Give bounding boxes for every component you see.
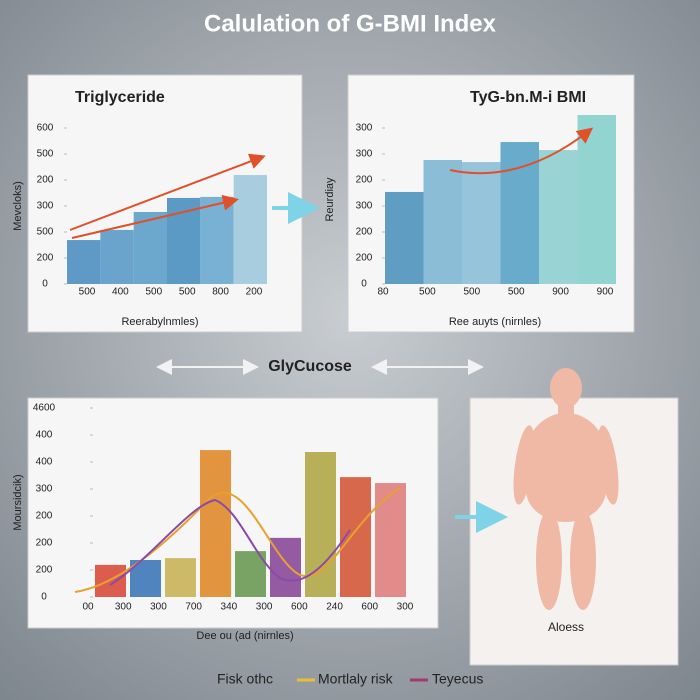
y-tick-label: 400 — [36, 457, 53, 468]
y-tick-label: 400 — [36, 430, 53, 441]
x-tick-label: 900 — [597, 287, 614, 298]
x-tick-label: 600 — [361, 602, 378, 613]
trend-arrow — [69, 153, 266, 231]
legend-label: Mortlaly risk — [318, 671, 394, 687]
y-tick-label: 200 — [37, 253, 54, 264]
chart-title: TyG-bn.M-i BMI — [470, 89, 586, 106]
x-axis-label: Ree auyts (nirnles) — [449, 316, 541, 328]
x-tick-label: 80 — [377, 287, 389, 298]
chart-title: Triglyceride — [75, 89, 165, 106]
x-tick-label: 300 — [397, 602, 414, 613]
y-axis-label: Moursidcik) — [12, 474, 24, 530]
x-tick-label: 00 — [82, 602, 94, 613]
y-tick-label: 200 — [36, 511, 53, 522]
y-tick-label: 300 — [356, 149, 373, 160]
y-tick-label: 300 — [356, 201, 373, 212]
human-figure — [513, 368, 619, 610]
y-tick-label: 200 — [36, 538, 53, 549]
x-tick-label: 800 — [212, 287, 229, 298]
x-tick-label: 240 — [326, 602, 343, 613]
bar — [539, 150, 578, 284]
bar — [200, 450, 231, 597]
bar — [500, 142, 539, 284]
legend-label: Fisk othc — [217, 671, 273, 687]
risk-curve — [109, 498, 351, 586]
bar — [165, 558, 196, 597]
bar — [385, 191, 424, 284]
bar — [577, 115, 616, 284]
y-axis-label: Mevcloks) — [12, 181, 24, 231]
y-tick-label: 500 — [37, 149, 54, 160]
y-tick-label: 300 — [36, 484, 53, 495]
x-tick-label: 300 — [150, 602, 167, 613]
bar — [200, 196, 234, 284]
y-tick-label: 0 — [361, 279, 367, 290]
x-tick-label: 500 — [145, 287, 162, 298]
bar — [305, 452, 336, 597]
bar — [67, 240, 101, 284]
y-tick-label: 200 — [36, 565, 53, 576]
trend-arrow — [71, 194, 239, 239]
x-tick-label: 300 — [256, 602, 273, 613]
x-tick-label: 300 — [115, 602, 132, 613]
bar — [462, 162, 501, 284]
x-tick-label: 600 — [291, 602, 308, 613]
bar — [167, 197, 201, 284]
x-tick-label: 200 — [246, 287, 263, 298]
y-tick-label: 300 — [37, 201, 54, 212]
x-tick-label: 400 — [112, 287, 129, 298]
x-tick-label: 500 — [508, 287, 525, 298]
x-axis-label: Dee ou (ad (nirnles) — [196, 630, 293, 642]
y-axis-label: Reurdiay — [324, 177, 336, 222]
trend-arrow — [449, 127, 594, 175]
x-tick-label: 500 — [419, 287, 436, 298]
y-tick-label: 4600 — [33, 403, 56, 414]
y-tick-label: 200 — [356, 227, 373, 238]
x-tick-label: 500 — [79, 287, 96, 298]
bar — [133, 211, 167, 284]
y-tick-label: 200 — [356, 175, 373, 186]
x-axis-label: Reerabylnmles) — [121, 316, 198, 328]
bar — [233, 175, 267, 284]
bar — [95, 564, 126, 597]
y-tick-label: 200 — [37, 175, 54, 186]
x-tick-label: 500 — [463, 287, 480, 298]
y-tick-label: 200 — [356, 253, 373, 264]
y-tick-label: 500 — [37, 227, 54, 238]
y-tick-label: 600 — [37, 123, 54, 134]
middle-label: GlyCucose — [268, 358, 352, 375]
bar — [235, 551, 266, 597]
y-tick-label: 0 — [42, 279, 48, 290]
x-tick-label: 340 — [221, 602, 238, 613]
bar — [423, 159, 462, 284]
x-tick-label: 700 — [185, 602, 202, 613]
figure-label: Aloess — [548, 620, 584, 634]
x-tick-label: 900 — [552, 287, 569, 298]
bar — [375, 483, 406, 597]
legend-label: Teyecus — [432, 671, 483, 687]
page-title: Calulation of G-BMI Index — [204, 10, 497, 37]
y-tick-label: 300 — [356, 123, 373, 134]
y-tick-label: 0 — [41, 592, 47, 603]
x-tick-label: 500 — [179, 287, 196, 298]
bar — [100, 229, 134, 284]
